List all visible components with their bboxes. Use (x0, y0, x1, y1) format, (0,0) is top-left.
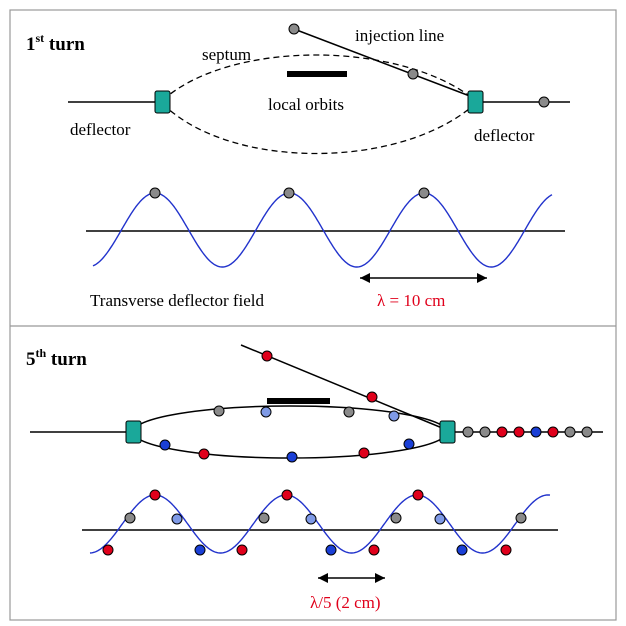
bunch-red (198, 448, 210, 460)
bunch-red (261, 350, 273, 362)
bunch-grey (515, 512, 527, 524)
bunch-red (368, 544, 380, 556)
panel-first-turn: 1st turn septum injection line local orb… (26, 23, 570, 310)
septum-bar (267, 398, 330, 404)
bunch-red (500, 544, 512, 556)
bunch-grey (479, 426, 491, 438)
bunch-red (358, 447, 370, 459)
arrowhead-left (318, 573, 328, 583)
svg-text:5th turn: 5th turn (26, 346, 87, 370)
bunch-red (513, 426, 525, 438)
bunch-lightblue (171, 513, 183, 525)
wavelength-label: λ = 10 cm (377, 291, 445, 310)
arrowhead-right (375, 573, 385, 583)
bunch-blue (325, 544, 337, 556)
closed-orbit-ellipse (132, 405, 448, 459)
bunch-grey (581, 426, 593, 438)
bunch-blue (286, 451, 298, 463)
bunches-on-field (102, 489, 527, 556)
local-orbits-label: local orbits (268, 95, 344, 114)
bunch-blue (456, 544, 468, 556)
bunch-grey (124, 512, 136, 524)
bunch-blue (159, 439, 171, 451)
bunch-blue (403, 438, 415, 450)
bunch-grey (213, 405, 225, 417)
bunch-grey (258, 512, 270, 524)
deflector-right-block (439, 420, 456, 444)
panel1-title-superscript: st (36, 31, 45, 45)
injection-line (240, 344, 448, 431)
bunch-red (236, 544, 248, 556)
bunch-grey (462, 426, 474, 438)
bunch-lightblue (260, 406, 272, 418)
panel1-title-text: turn (44, 34, 85, 55)
injection-line (293, 28, 476, 99)
bunch-red (149, 489, 161, 501)
bunch-red (496, 426, 508, 438)
outer-border (9, 9, 617, 621)
panel1-title-number: 1 (26, 34, 36, 55)
septum-label: septum (202, 45, 251, 64)
panel2-title-number: 5 (26, 349, 36, 370)
panel-fifth-turn: 5th turn (26, 344, 603, 612)
deflector-field-wave (92, 192, 553, 268)
bunch-red (102, 544, 114, 556)
svg-text:1st turn: 1st turn (26, 31, 85, 55)
deflector-left-block (125, 420, 142, 444)
bunch-grey (538, 96, 550, 108)
wavelength-label: λ/5 (2 cm) (310, 593, 381, 612)
bunch-lightblue (388, 410, 400, 422)
bunch-red (281, 489, 293, 501)
bunch-lightblue (305, 513, 317, 525)
bunch-red (547, 426, 559, 438)
panel2-title-text: turn (46, 349, 87, 370)
bunch-red (366, 391, 378, 403)
deflector-left-block (154, 90, 171, 114)
bunch-on-crest (283, 187, 295, 199)
deflector-field-wave (89, 494, 551, 554)
bunch-blue (530, 426, 542, 438)
bunch-red (412, 489, 424, 501)
bunch-grey (564, 426, 576, 438)
bunch-grey (343, 406, 355, 418)
bunch-grey (390, 512, 402, 524)
deflector-left-label: deflector (70, 120, 131, 139)
bunch-on-crest (149, 187, 161, 199)
arrowhead-right (477, 273, 487, 283)
bunch-grey (288, 23, 300, 35)
bunch-lightblue (434, 513, 446, 525)
bunch-on-crest (418, 187, 430, 199)
local-orbit-upper (162, 54, 476, 101)
bunch-grey (407, 68, 419, 80)
field-label: Transverse deflector field (90, 291, 265, 310)
deflector-right-label: deflector (474, 126, 535, 145)
panel2-title-superscript: th (36, 346, 47, 360)
arrowhead-left (360, 273, 370, 283)
injection-line-label: injection line (355, 26, 444, 45)
deflector-right-block (467, 90, 484, 114)
bunch-blue (194, 544, 206, 556)
septum-bar (287, 71, 347, 77)
local-orbit-lower (162, 103, 476, 155)
